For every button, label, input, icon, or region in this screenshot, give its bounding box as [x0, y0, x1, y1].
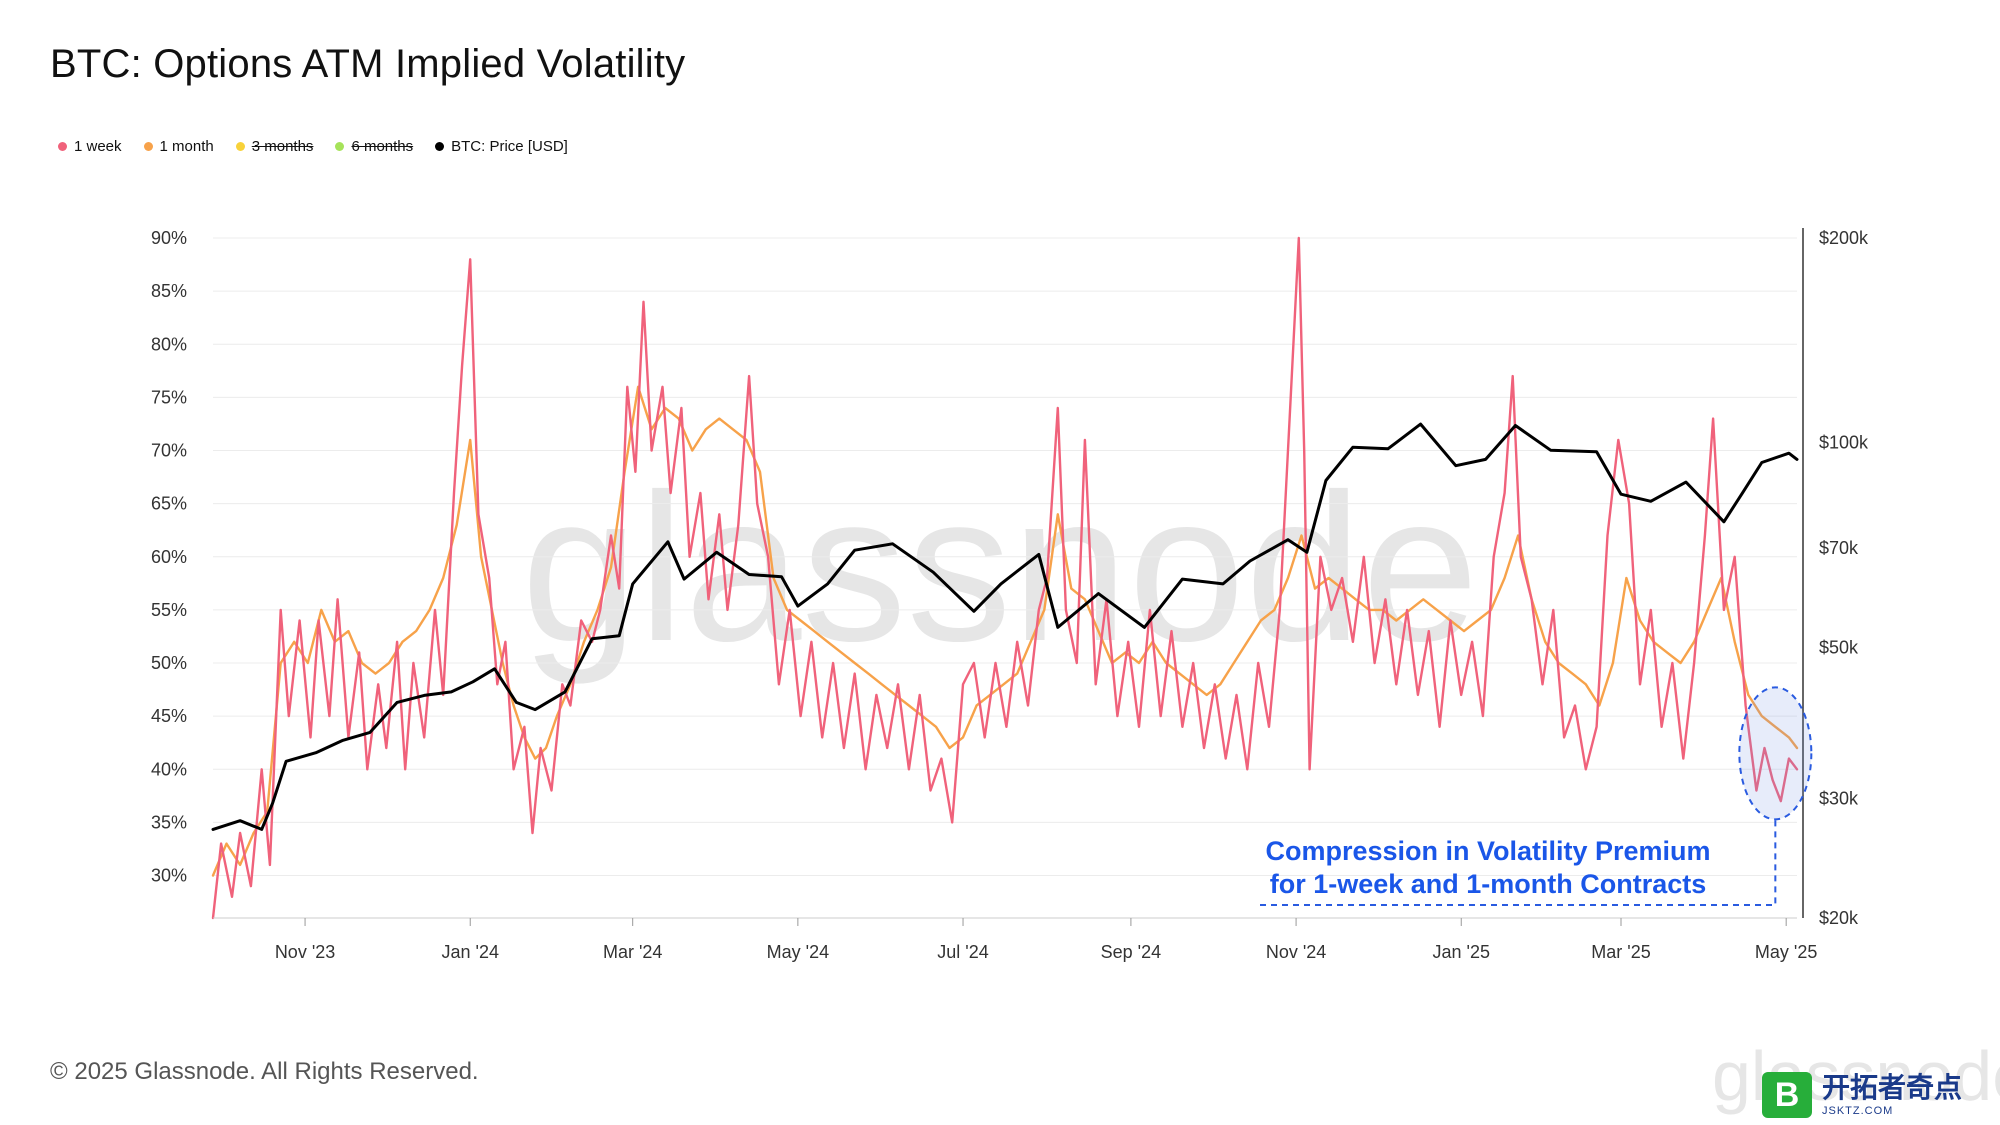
legend-label-6-months: 6 months [351, 138, 414, 155]
x-tick-label: May '25 [1755, 942, 1817, 962]
legend-dot-3-months [235, 142, 245, 151]
legend-label-3-months: 3 months [251, 138, 314, 155]
legend-item-1-month[interactable]: 1 month [143, 138, 214, 155]
badge-url: JSKTZ.COM [1822, 1104, 1894, 1117]
y-left-tick-label: 30% [151, 866, 187, 886]
x-tick-label: Jul '24 [937, 942, 988, 962]
badge-logo-icon: B [1762, 1072, 1812, 1118]
legend-item-6-months[interactable]: 6 months [335, 138, 413, 155]
y-left-tick-label: 60% [151, 547, 187, 567]
series-line-btc-price [211, 422, 1799, 831]
highlight-ellipse [1738, 686, 1813, 821]
x-tick-label: Jan '24 [441, 942, 498, 962]
y-right-tick-label: $20k [1819, 908, 1859, 928]
y-right-tick-label: $30k [1819, 788, 1859, 808]
legend-item-1-week[interactable]: 1 week [58, 138, 122, 155]
chart-title: BTC: Options ATM Implied Volatility [50, 42, 686, 86]
y-left-tick-label: 45% [151, 706, 187, 726]
y-left-tick-label: 55% [151, 600, 187, 620]
series-line-1-month [211, 385, 1799, 877]
legend-dot-1-month [143, 142, 153, 151]
legend-item-3-months[interactable]: 3 months [235, 138, 314, 155]
copyright-footer: © 2025 Glassnode. All Rights Reserved. [50, 1058, 479, 1085]
y-right-tick-label: $200k [1819, 228, 1869, 248]
y-left-tick-label: 70% [151, 441, 187, 461]
x-tick-label: Mar '24 [603, 942, 662, 962]
legend-label-1-week: 1 week [74, 138, 122, 155]
annotation-line-1: Compression in Volatility Premium [1265, 836, 1710, 866]
y-right-tick-label: $50k [1819, 637, 1859, 657]
y-left-tick-label: 90% [151, 228, 187, 248]
y-right-tick-label: $70k [1819, 538, 1859, 558]
x-tick-label: May '24 [767, 942, 829, 962]
x-tick-label: Mar '25 [1591, 942, 1650, 962]
legend-label-1-month: 1 month [159, 138, 214, 155]
legend: 1 week 1 month 3 months 6 months BTC: Pr… [58, 138, 568, 155]
y-left-tick-label: 35% [151, 812, 187, 832]
series-line-1-week [211, 236, 1799, 920]
x-tick-label: Nov '23 [275, 942, 335, 962]
site-badge: B 开拓者奇点 JSKTZ.COM [1762, 1072, 1962, 1118]
legend-dot-1-week [58, 142, 67, 151]
y-left-tick-label: 40% [151, 759, 187, 779]
legend-label-btc-price: BTC: Price [USD] [451, 138, 568, 155]
badge-name: 开拓者奇点 [1822, 1070, 1963, 1104]
y-right-tick-label: $100k [1819, 433, 1869, 453]
watermark-text: glassnode [521, 450, 1478, 685]
y-left-tick-label: 85% [151, 281, 187, 301]
annotation-line-2: for 1-week and 1-month Contracts [1270, 869, 1707, 899]
legend-dot-6-months [335, 142, 345, 151]
y-left-tick-label: 80% [151, 334, 187, 354]
y-left-tick-label: 50% [151, 653, 187, 673]
y-left-tick-label: 65% [151, 494, 187, 514]
legend-dot-btc-price [435, 142, 445, 151]
x-tick-label: Nov '24 [1266, 942, 1326, 962]
annotation-leader-line [1260, 819, 1777, 906]
watermark-logo-small: glassnode [1712, 1037, 2000, 1115]
legend-item-btc-price[interactable]: BTC: Price [USD] [435, 138, 568, 155]
x-tick-label: Sep '24 [1101, 942, 1162, 962]
badge-text: 开拓者奇点 JSKTZ.COM [1822, 1070, 1963, 1117]
y-left-tick-label: 75% [151, 387, 187, 407]
x-tick-label: Jan '25 [1433, 942, 1490, 962]
